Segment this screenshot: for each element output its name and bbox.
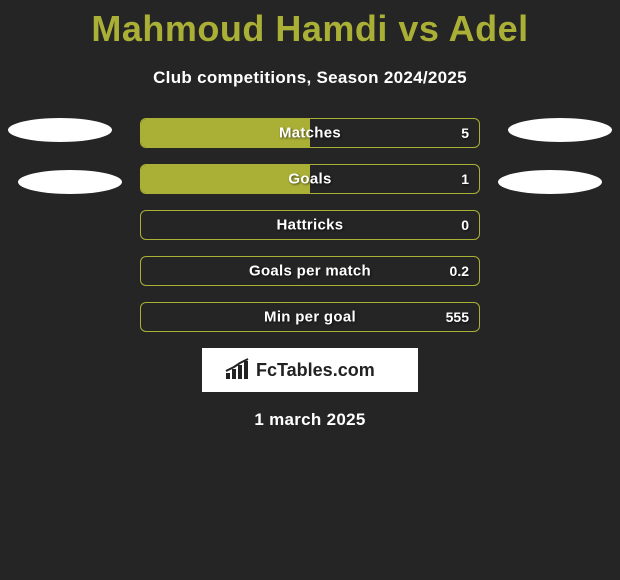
brand-badge: FcTables.com <box>202 348 418 392</box>
stat-label: Matches <box>279 125 341 142</box>
brand-text: FcTables.com <box>256 360 375 380</box>
stat-row-hattricks: Hattricks 0 <box>140 210 480 240</box>
stat-value-right: 0 <box>461 217 469 233</box>
player-right-portrait-top <box>508 118 612 142</box>
player-left-portrait-bottom <box>18 170 122 194</box>
stat-bars: Matches 5 Goals 1 Hattricks 0 Goals per … <box>140 118 480 332</box>
stat-label: Goals per match <box>249 263 371 280</box>
stat-row-matches: Matches 5 <box>140 118 480 148</box>
stat-label: Hattricks <box>277 217 344 234</box>
stats-area: Matches 5 Goals 1 Hattricks 0 Goals per … <box>0 118 620 430</box>
stat-value-right: 555 <box>446 309 469 325</box>
stat-label: Min per goal <box>264 309 356 326</box>
stat-value-right: 1 <box>461 171 469 187</box>
stat-label: Goals <box>288 171 331 188</box>
stat-value-right: 0.2 <box>450 263 469 279</box>
stat-row-min-per-goal: Min per goal 555 <box>140 302 480 332</box>
player-left-portrait-top <box>8 118 112 142</box>
page-subtitle: Club competitions, Season 2024/2025 <box>0 68 620 88</box>
stat-value-right: 5 <box>461 125 469 141</box>
stat-fill-left <box>141 165 310 193</box>
stat-row-goals-per-match: Goals per match 0.2 <box>140 256 480 286</box>
date-label: 1 march 2025 <box>0 410 620 430</box>
player-right-portrait-bottom <box>498 170 602 194</box>
stat-row-goals: Goals 1 <box>140 164 480 194</box>
brand-logo-icon: FcTables.com <box>220 355 400 385</box>
page-title: Mahmoud Hamdi vs Adel <box>0 0 620 50</box>
